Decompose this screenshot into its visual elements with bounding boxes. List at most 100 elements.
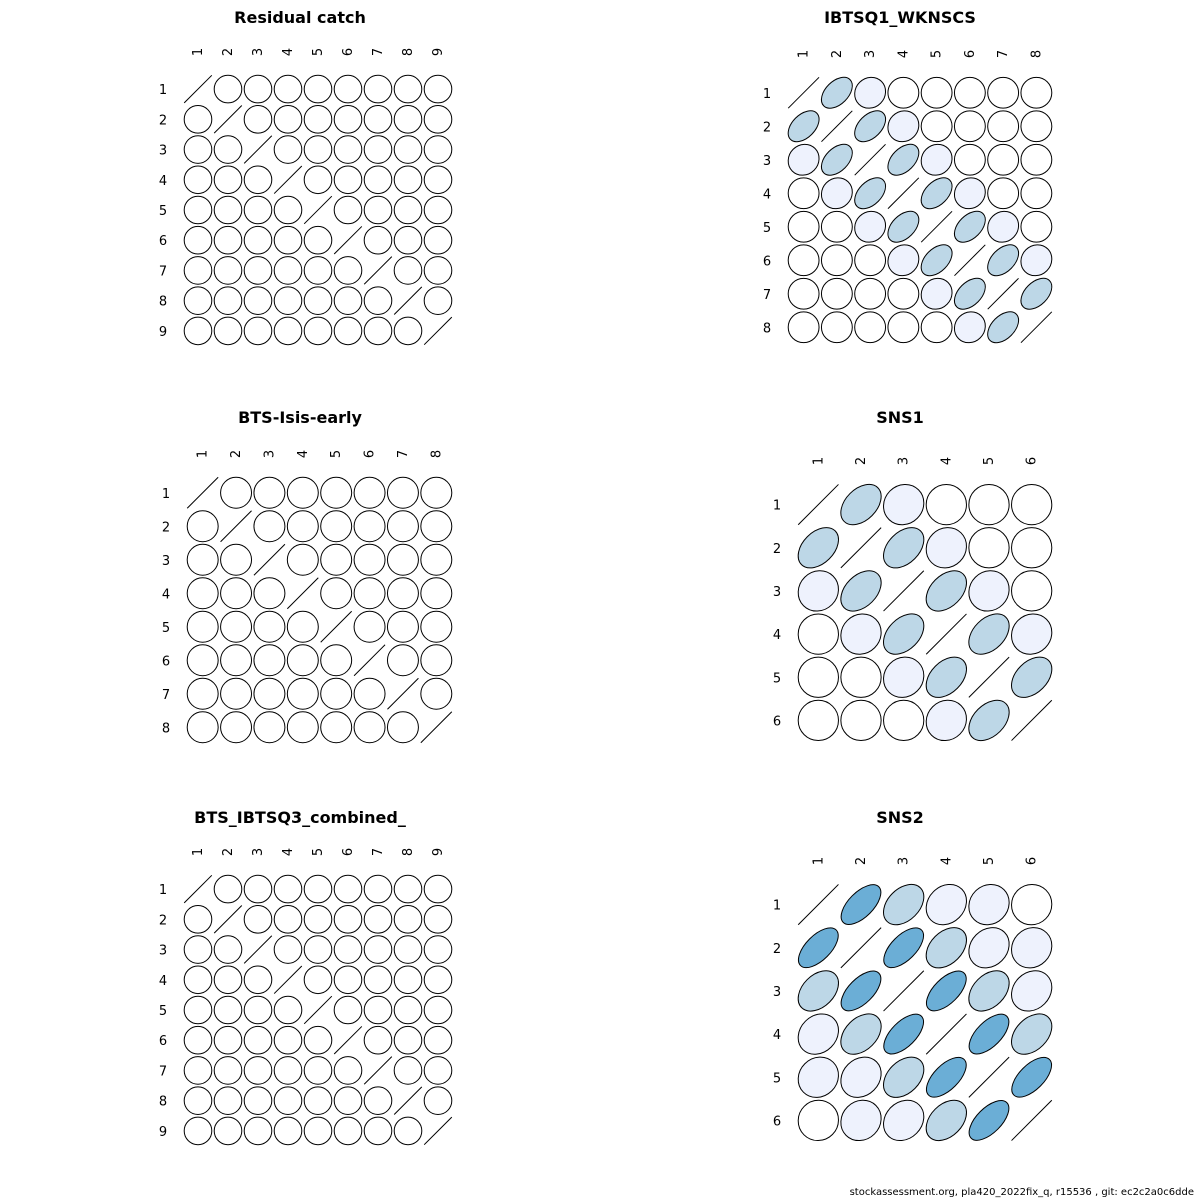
correlation-ellipse xyxy=(213,135,243,164)
correlation-ellipse xyxy=(797,970,839,1012)
correlation-ellipse xyxy=(253,644,286,677)
correlation-ellipse xyxy=(953,110,986,143)
correlation-ellipse xyxy=(363,905,393,934)
correlation-ellipse xyxy=(797,656,839,698)
correlation-ellipse xyxy=(303,874,333,904)
correlation-ellipse xyxy=(363,1025,393,1055)
column-label: 1 xyxy=(191,48,206,56)
correlation-ellipse xyxy=(320,644,353,677)
panel-title: IBTSQ1_WKNSCS xyxy=(824,8,976,27)
correlation-ellipse xyxy=(353,476,386,509)
correlation-ellipse xyxy=(987,177,1020,210)
correlation-ellipse xyxy=(1011,883,1053,926)
row-label: 2 xyxy=(159,113,167,128)
row-label: 1 xyxy=(773,499,781,514)
diagonal-line xyxy=(954,244,986,277)
correlation-ellipse xyxy=(420,510,453,543)
correlation-ellipse xyxy=(840,699,882,742)
correlation-ellipse xyxy=(286,476,319,509)
correlation-ellipse xyxy=(840,483,882,526)
diagonal-line xyxy=(213,905,243,934)
correlation-ellipse xyxy=(333,195,363,225)
correlation-ellipse xyxy=(320,577,353,610)
panel-title: Residual catch xyxy=(234,8,366,27)
correlation-ellipse xyxy=(183,135,213,164)
row-label: 5 xyxy=(773,1071,781,1086)
correlation-ellipse xyxy=(393,1056,423,1085)
correlation-ellipse xyxy=(220,644,253,677)
correlation-ellipse xyxy=(920,110,953,143)
diagonal-line xyxy=(303,195,333,225)
diagonal-line xyxy=(393,1086,423,1115)
correlation-ellipse xyxy=(423,1025,453,1055)
correlation-ellipse xyxy=(423,1056,453,1085)
correlation-ellipse xyxy=(183,1116,213,1146)
diagonal-line xyxy=(353,644,386,677)
correlation-ellipse xyxy=(925,527,967,569)
diagonal-line xyxy=(925,1013,967,1055)
column-label: 8 xyxy=(401,48,416,56)
correlation-ellipse xyxy=(787,244,820,277)
diagonal-line xyxy=(183,874,213,904)
column-label: 6 xyxy=(1025,457,1040,465)
correlation-ellipse xyxy=(320,510,353,543)
correlation-ellipse xyxy=(887,311,920,344)
correlation-ellipse xyxy=(423,874,453,904)
correlation-ellipse xyxy=(253,711,286,744)
correlation-ellipse xyxy=(386,711,419,744)
diagonal-line xyxy=(821,110,853,143)
column-label: 6 xyxy=(341,48,356,56)
correlation-ellipse xyxy=(1011,527,1053,569)
correlation-ellipse xyxy=(220,476,253,509)
correlation-ellipse xyxy=(423,286,453,315)
row-label: 2 xyxy=(162,520,170,535)
correlation-ellipse xyxy=(183,1086,213,1115)
correlation-ellipse xyxy=(183,286,213,315)
row-label: 2 xyxy=(159,913,167,928)
correlation-ellipse xyxy=(286,610,319,643)
correlation-ellipse xyxy=(1011,1013,1053,1055)
correlation-ellipse xyxy=(243,105,273,134)
correlation-ellipse xyxy=(797,1099,839,1142)
correlation-ellipse xyxy=(887,76,920,109)
correlation-ellipse xyxy=(253,577,286,610)
correlation-ellipse xyxy=(213,1086,243,1115)
correlation-ellipse xyxy=(183,165,213,195)
panel-title: BTS-Isis-early xyxy=(238,408,362,427)
correlation-ellipse xyxy=(1011,570,1053,612)
row-label: 5 xyxy=(162,621,170,636)
correlation-ellipse xyxy=(887,277,920,310)
row-label: 2 xyxy=(763,120,771,135)
row-label: 5 xyxy=(159,204,167,219)
correlation-ellipse xyxy=(303,1086,333,1115)
column-label: 6 xyxy=(363,450,378,458)
correlation-ellipse xyxy=(925,927,967,969)
correlation-ellipse xyxy=(243,1025,273,1055)
correlation-ellipse xyxy=(320,476,353,509)
diagonal-line xyxy=(363,1056,393,1085)
diagonal-line xyxy=(797,884,839,926)
correlation-ellipse xyxy=(363,165,393,195)
correlation-ellipse xyxy=(393,165,423,195)
correlation-ellipse xyxy=(273,135,303,164)
correlation-ellipse xyxy=(273,935,303,964)
correlation-ellipse xyxy=(333,1116,363,1146)
correlation-ellipse xyxy=(883,527,925,569)
diagonal-line xyxy=(420,711,453,744)
correlation-ellipse xyxy=(363,286,393,315)
correlation-ellipse xyxy=(953,143,986,176)
correlation-ellipse xyxy=(243,965,273,995)
correlation-ellipse xyxy=(333,874,363,904)
correlation-ellipse xyxy=(273,1025,303,1055)
diagonal-line xyxy=(243,935,273,964)
correlation-ellipse xyxy=(213,1056,243,1085)
correlation-ellipse xyxy=(286,543,319,576)
correlation-ellipse xyxy=(987,311,1020,344)
correlation-ellipse xyxy=(213,165,243,195)
correlation-ellipse xyxy=(920,177,953,210)
column-label: 3 xyxy=(897,457,912,465)
correlation-ellipse xyxy=(213,316,243,346)
correlation-ellipse xyxy=(186,711,219,744)
correlation-ellipse xyxy=(363,105,393,134)
diagonal-line xyxy=(423,1116,453,1146)
